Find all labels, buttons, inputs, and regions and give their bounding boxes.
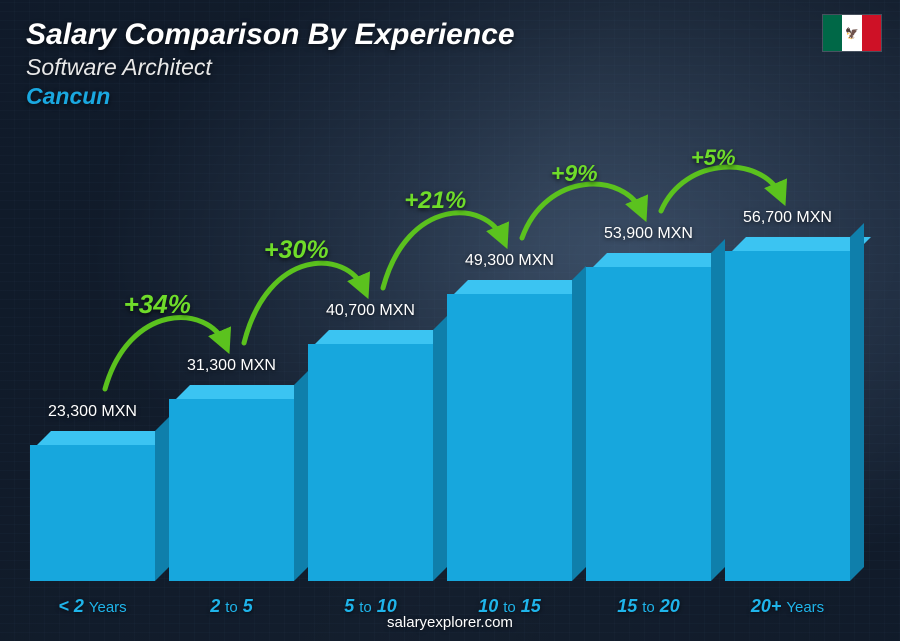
country-flag-mexico: 🦅 [822, 14, 882, 52]
bar [308, 330, 433, 581]
bar-column: 40,700 MXN5 to 10 [308, 302, 433, 581]
bar [447, 280, 572, 581]
bar [30, 431, 155, 581]
bar [169, 385, 294, 581]
bar-face-front [169, 399, 294, 581]
bar-value-label: 40,700 MXN [326, 302, 415, 320]
bar-face-front [725, 251, 850, 581]
salary-bar-chart: 23,300 MXN< 2 Years31,300 MXN2 to 540,70… [30, 151, 850, 581]
flag-emblem: 🦅 [845, 27, 859, 40]
bar-face-side [433, 316, 447, 581]
bar-value-label: 23,300 MXN [48, 403, 137, 421]
bar-value-label: 56,700 MXN [743, 209, 832, 227]
page-title: Salary Comparison By Experience [26, 18, 515, 52]
location-label: Cancun [26, 83, 515, 110]
bar-face-front [30, 445, 155, 581]
flag-stripe-green [823, 15, 842, 51]
bar-column: 53,900 MXN15 to 20 [586, 225, 711, 581]
bar-face-side [850, 223, 864, 581]
job-title: Software Architect [26, 54, 515, 81]
bar [725, 237, 850, 581]
bar-face-side [572, 266, 586, 581]
bar-column: 49,300 MXN10 to 15 [447, 252, 572, 581]
footer-attribution: salaryexplorer.com [0, 614, 900, 631]
bar-face-front [447, 294, 572, 581]
header: Salary Comparison By Experience Software… [26, 18, 515, 110]
bar-face-side [711, 239, 725, 581]
bar-column: 23,300 MXN< 2 Years [30, 403, 155, 581]
bar-column: 56,700 MXN20+ Years [725, 209, 850, 581]
bar-value-label: 53,900 MXN [604, 225, 693, 243]
bar-value-label: 31,300 MXN [187, 357, 276, 375]
bar-value-label: 49,300 MXN [465, 252, 554, 270]
bar-face-front [308, 344, 433, 581]
flag-stripe-white: 🦅 [842, 15, 861, 51]
flag-stripe-red [862, 15, 881, 51]
bar-face-front [586, 267, 711, 581]
bar-face-side [294, 371, 308, 581]
bar [586, 253, 711, 581]
bar-column: 31,300 MXN2 to 5 [169, 357, 294, 581]
bar-face-side [155, 417, 169, 581]
